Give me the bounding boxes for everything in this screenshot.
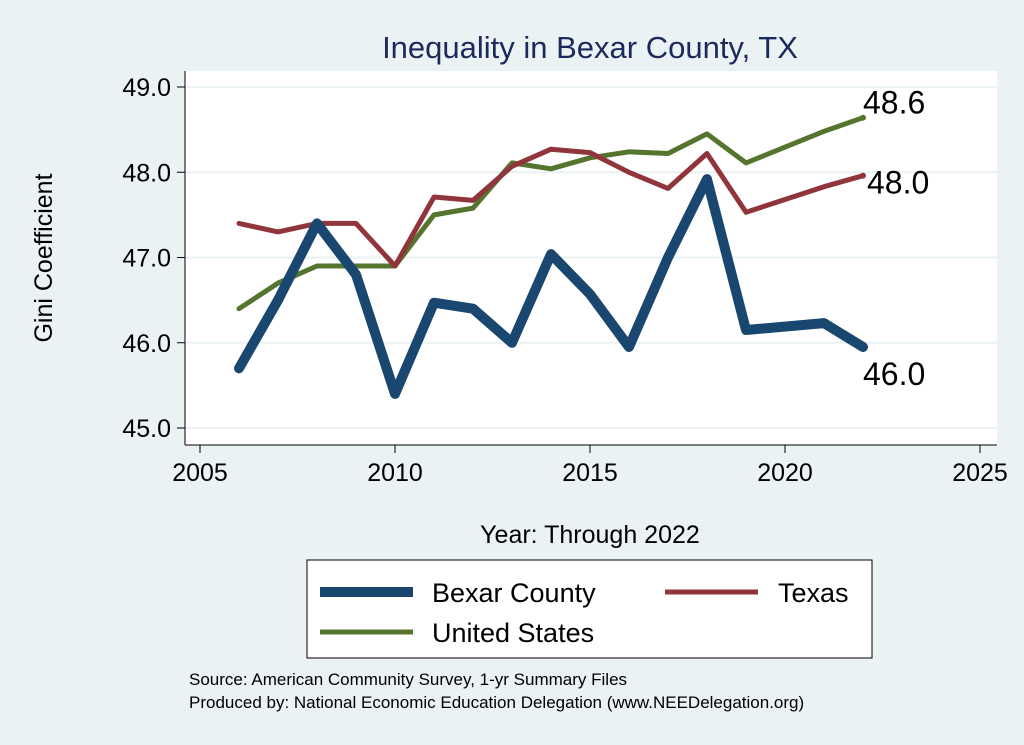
- grid-lines: [185, 86, 997, 429]
- series-line-texas: [236, 146, 866, 269]
- series-end-point: [860, 344, 866, 351]
- series-end-point: [860, 114, 866, 121]
- legend: Bexar County Texas United States: [306, 559, 873, 659]
- x-tick-label: 2015: [562, 459, 618, 487]
- axes: 45.0 46.0 47.0 48.0 49.0 2005 2010 2015 2020 2025: [122, 71, 1008, 487]
- x-tick-label: 2010: [367, 459, 423, 487]
- x-axis-label: Year: Through 2022: [480, 521, 700, 549]
- legend-label: United States: [432, 618, 594, 648]
- source-note: Source: American Community Survey, 1-yr …: [189, 670, 627, 689]
- y-tick-label: 46.0: [122, 330, 171, 358]
- y-tick-label: 49.0: [122, 74, 171, 102]
- produced-note: Produced by: National Economic Education…: [189, 693, 804, 712]
- legend-label: Bexar County: [432, 578, 596, 608]
- legend-label: Texas: [778, 578, 849, 608]
- y-tick-label: 47.0: [122, 245, 171, 273]
- y-tick-label: 48.0: [122, 159, 171, 187]
- end-labels: 46.0 48.0 48.6: [863, 85, 929, 392]
- series-line-united-states: [236, 115, 866, 312]
- series-lines: [234, 114, 868, 399]
- x-tick-label: 2025: [952, 459, 1008, 487]
- series-line-bexar-county: [234, 174, 868, 399]
- series-end-point: [860, 172, 866, 179]
- end-value-label: 48.0: [867, 165, 929, 201]
- y-tick-label: 45.0: [122, 415, 171, 443]
- chart-title: Inequality in Bexar County, TX: [382, 30, 798, 65]
- y-axis-label: Gini Coefficient: [30, 173, 58, 342]
- end-value-label: 48.6: [863, 85, 925, 121]
- legend-box: [306, 559, 873, 659]
- end-value-label: 46.0: [863, 356, 925, 392]
- x-tick-label: 2005: [172, 459, 228, 487]
- x-tick-label: 2020: [757, 459, 813, 487]
